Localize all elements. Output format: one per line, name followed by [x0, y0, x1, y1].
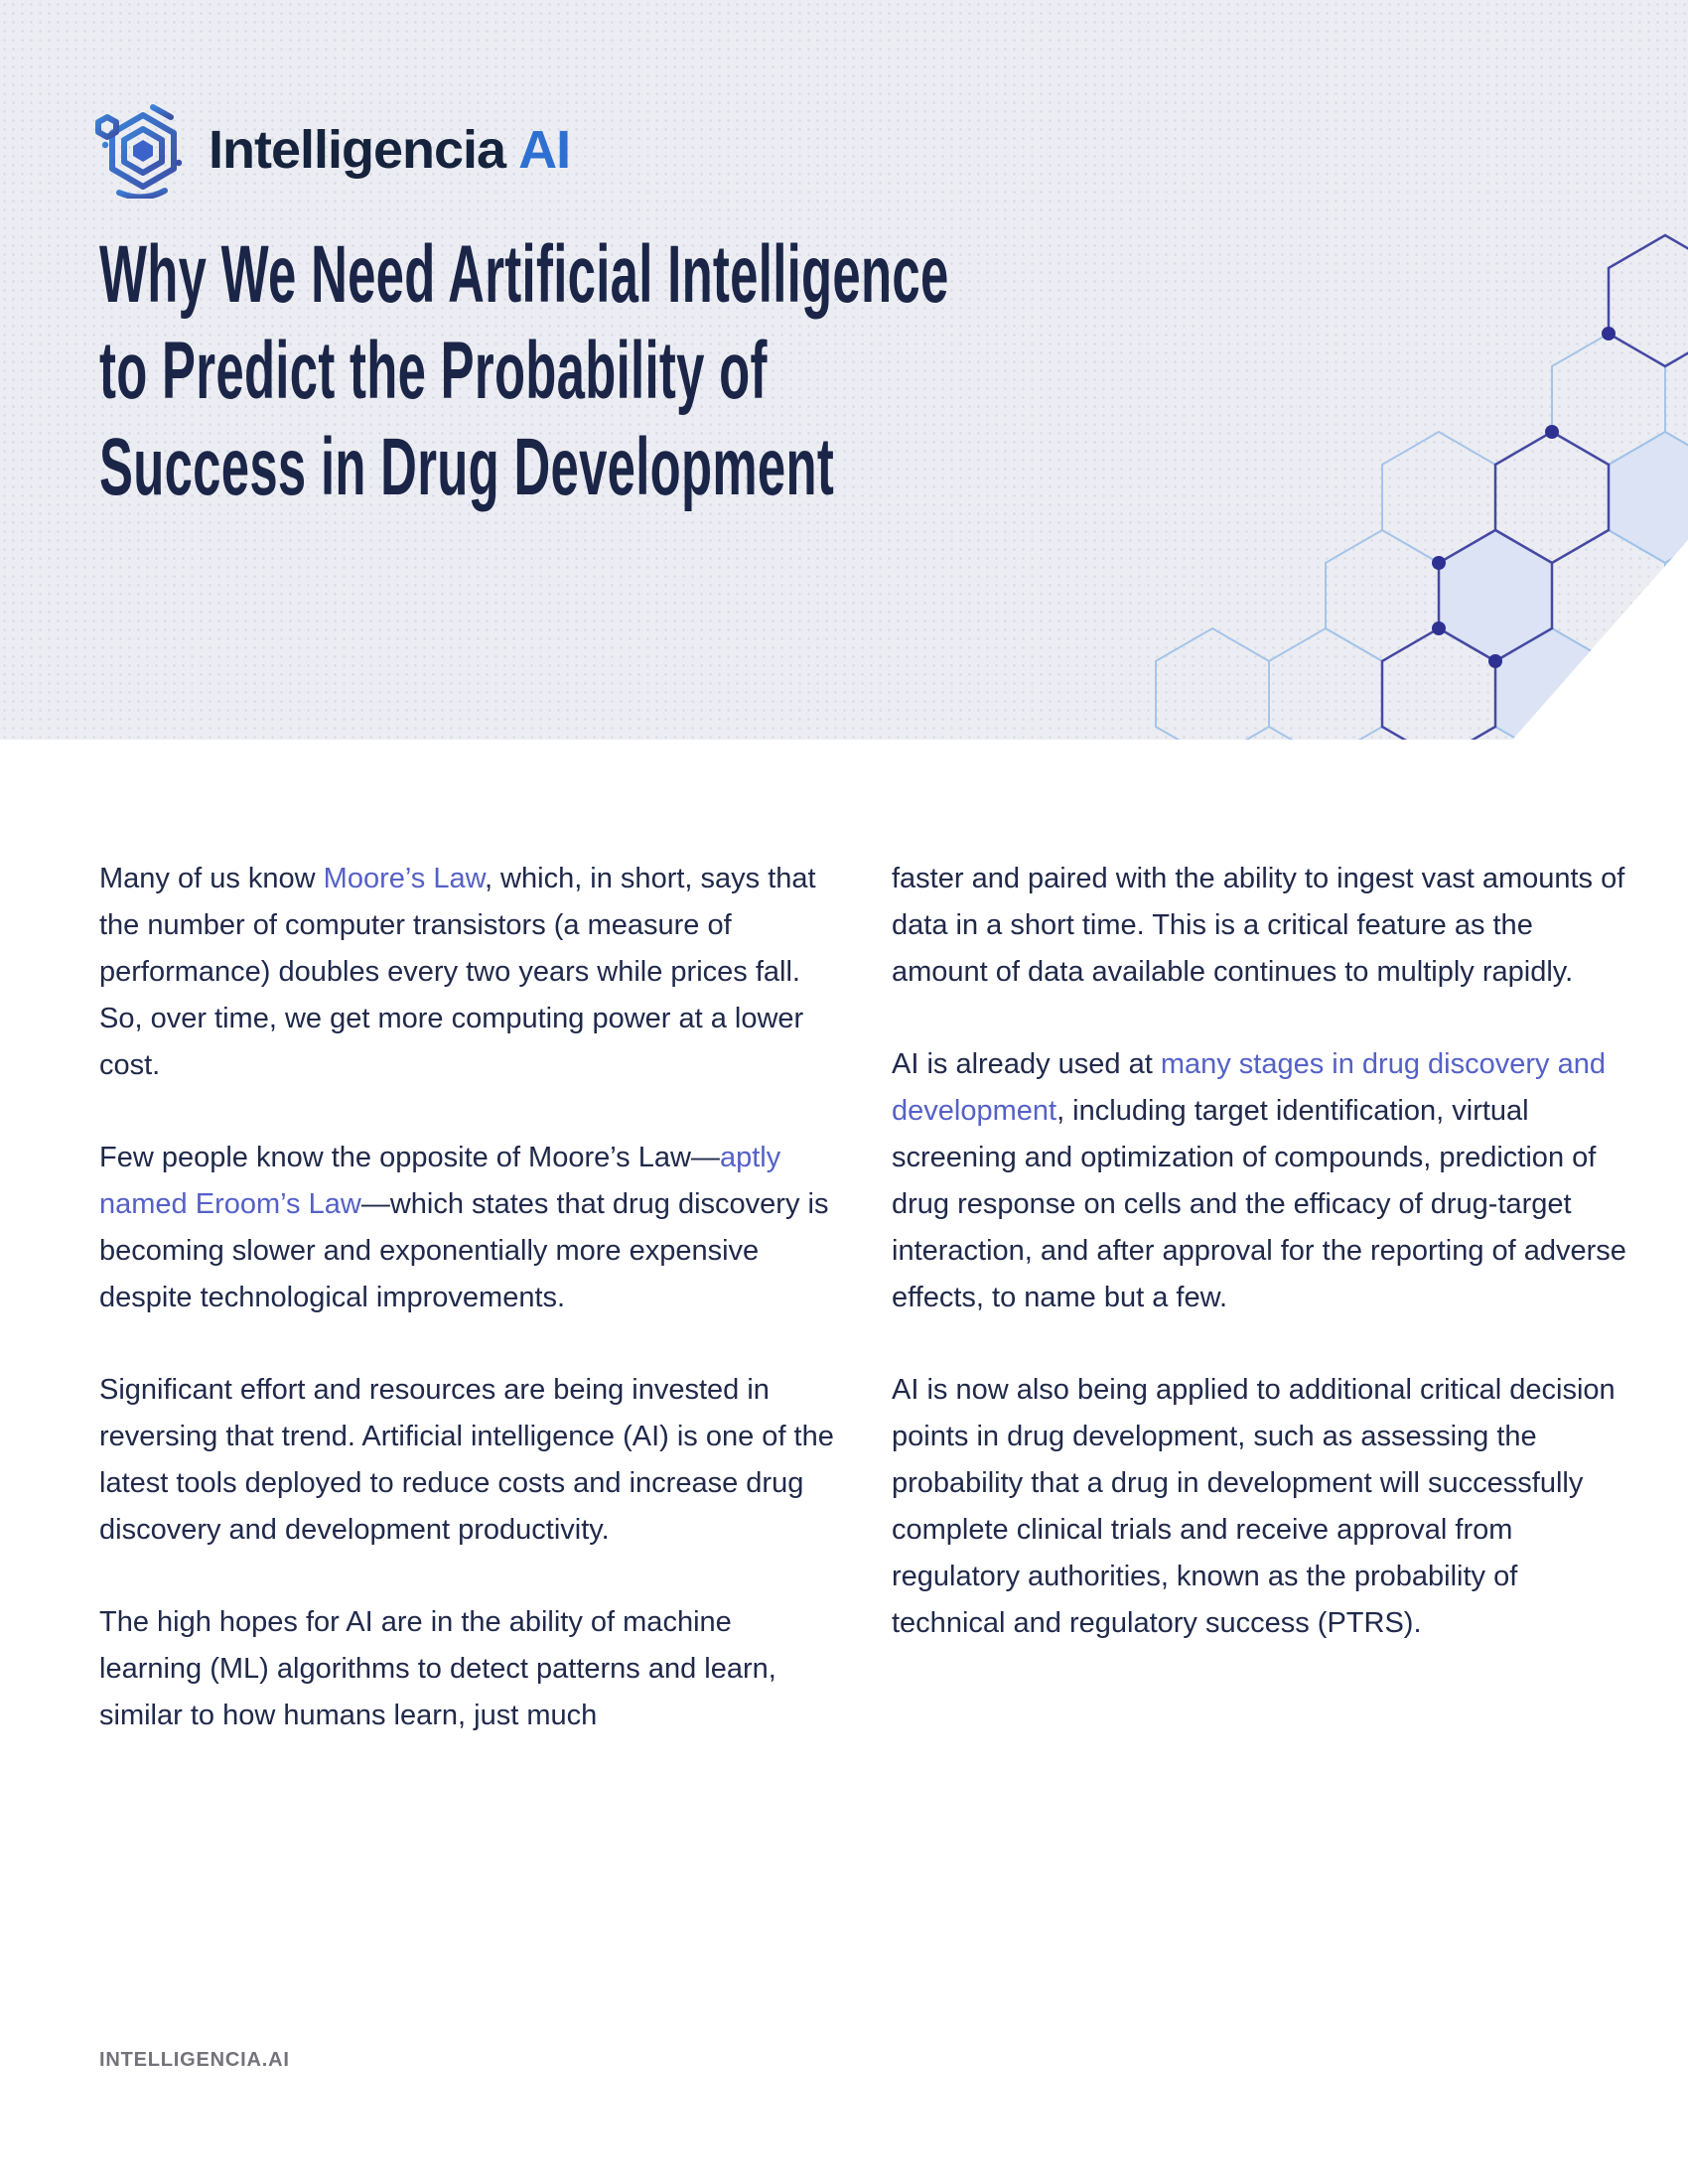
page-footer: INTELLIGENCIA.AI [99, 2049, 290, 2072]
column-left: Many of us know Moore’s Law, which, in s… [99, 856, 836, 1739]
title-line-3: Success in Drug Development [99, 422, 835, 512]
inline-link[interactable]: many stages in drug discovery and develo… [892, 1048, 1606, 1127]
footer-site-label: INTELLIGENCIA.AI [99, 2049, 290, 2071]
paragraph: Many of us know Moore’s Law, which, in s… [99, 856, 836, 1089]
paragraph: The high hopes for AI are in the ability… [99, 1599, 836, 1739]
inline-link[interactable]: aptly named Eroom’s Law [99, 1142, 781, 1220]
inline-link[interactable]: Moore’s Law [323, 863, 485, 894]
column-right: faster and paired with the ability to in… [892, 856, 1628, 1739]
paragraph: Significant effort and resources are bei… [99, 1367, 836, 1554]
header-band: Intelligencia AI Why We Need Artificial I… [0, 0, 1688, 740]
paragraph: AI is now also being applied to addition… [892, 1367, 1628, 1647]
text-run: The high hopes for AI are in the ability… [99, 1606, 776, 1731]
text-run: Significant effort and resources are bei… [99, 1374, 834, 1546]
page-title: Why We Need Artificial Intelligence to P… [99, 226, 949, 515]
paragraph: faster and paired with the ability to in… [892, 856, 1628, 996]
brand-name: Intelligencia AI [209, 119, 571, 181]
hexagon-logo-icon [95, 104, 184, 199]
text-run: , including target identification, virtu… [892, 1095, 1626, 1313]
text-run: AI is already used at [892, 1048, 1161, 1080]
text-run: , which, in short, says that the number … [99, 863, 816, 1081]
title-line-2: to Predict the Probability of [99, 326, 768, 416]
hexagon-pattern [1155, 233, 1688, 740]
brand-name-main: Intelligencia [209, 120, 506, 180]
text-run: Few people know the opposite of Moore’s … [99, 1142, 720, 1173]
paragraph: Few people know the opposite of Moore’s … [99, 1135, 836, 1321]
paragraph: AI is already used at many stages in dru… [892, 1041, 1628, 1321]
title-line-1: Why We Need Artificial Intelligence [99, 229, 949, 320]
text-run: —which states that drug discovery is bec… [99, 1188, 829, 1313]
text-run: AI is now also being applied to addition… [892, 1374, 1616, 1639]
text-run: Many of us know [99, 863, 324, 894]
text-run: faster and paired with the ability to in… [892, 863, 1625, 988]
brand-name-suffix: AI [518, 120, 571, 180]
brand-logo: Intelligencia AI [95, 101, 571, 199]
article-body: Many of us know Moore’s Law, which, in s… [99, 856, 1628, 1739]
